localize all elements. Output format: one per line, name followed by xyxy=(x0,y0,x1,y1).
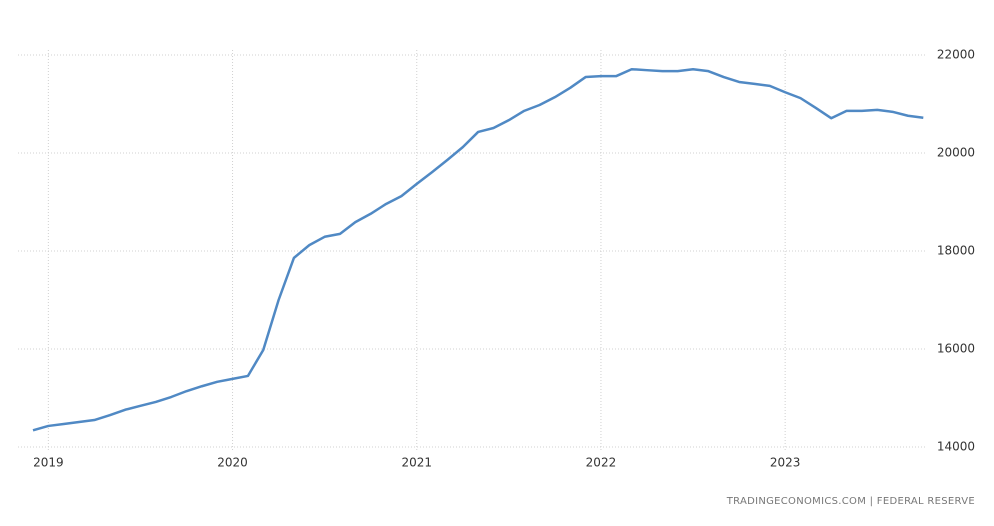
x-tick-label: 2022 xyxy=(586,456,617,470)
data-line xyxy=(32,67,924,432)
x-tick-label: 2021 xyxy=(401,456,432,470)
x-tick-label: 2019 xyxy=(33,456,64,470)
y-tick-label: 18000 xyxy=(937,244,975,258)
y-tick-label: 16000 xyxy=(937,342,975,356)
source-note: TRADINGECONOMICS.COM | FEDERAL RESERVE xyxy=(726,496,975,507)
x-tick-label: 2023 xyxy=(770,456,801,470)
y-tick-label: 20000 xyxy=(937,146,975,160)
x-tick-label: 2020 xyxy=(217,456,248,470)
y-tick-label: 14000 xyxy=(937,440,975,454)
y-tick-label: 22000 xyxy=(937,48,975,62)
